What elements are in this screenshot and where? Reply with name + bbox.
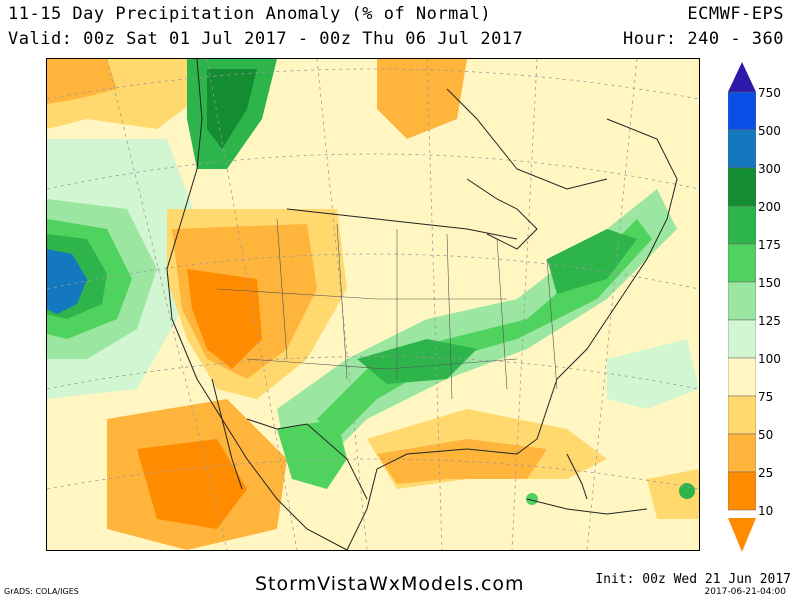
colorbar-label: 750 — [758, 86, 781, 100]
valid-period: Valid: 00z Sat 01 Jul 2017 - 00z Thu 06 … — [8, 29, 524, 49]
colorbar-label: 50 — [758, 428, 774, 442]
colorbar-bottom-arrow — [728, 518, 756, 552]
colorbar-label: 300 — [758, 162, 781, 176]
colorbar-cell — [728, 281, 756, 321]
precip-anomaly-map — [46, 58, 700, 551]
issue-stamp: 2017-06-21-04:00 — [704, 587, 787, 597]
map-title: 11-15 Day Precipitation Anomaly (% of No… — [8, 4, 492, 24]
colorbar-scale — [728, 62, 756, 552]
colorbar-label: 150 — [758, 276, 781, 290]
site-url: StormVistaWxModels.com — [255, 573, 525, 595]
mexico-dry-region — [137, 439, 247, 529]
colorbar-label: 75 — [758, 390, 774, 404]
colorbar-label: 500 — [758, 124, 781, 138]
forecast-hour-range: Hour: 240 - 360 — [622, 29, 784, 49]
central-us-wet-band — [317, 219, 652, 439]
colorbar-legend: 750 500 300 200 175 150 125 100 75 50 25… — [728, 62, 798, 572]
colorbar-cell — [728, 91, 756, 131]
caribbean-wet-spot — [526, 493, 538, 505]
colorbar-label: 175 — [758, 238, 781, 252]
init-time: Init: 00z Wed 21 Jun 2017 — [595, 572, 791, 587]
colorbar-label: 125 — [758, 314, 781, 328]
grads-credit: GrADS: COLA/IGES — [4, 587, 79, 596]
colorbar-cell — [728, 395, 756, 435]
colorbar-label: 100 — [758, 352, 781, 366]
map-canvas — [47, 59, 699, 550]
colorbar-label: 200 — [758, 200, 781, 214]
colorbar-label: 10 — [758, 504, 774, 518]
colorbar-cell — [728, 243, 756, 283]
colorbar-cell — [728, 357, 756, 397]
pacific-very-wet-core — [47, 249, 87, 314]
central-us-wet-core — [357, 339, 477, 384]
colorbar-top-arrow — [728, 62, 756, 92]
caribbean-dry-region — [647, 469, 699, 519]
northeast-wet-core — [547, 229, 637, 294]
gulf-dry-region — [377, 439, 547, 484]
colorbar-label: 25 — [758, 466, 774, 480]
colorbar-cell — [728, 319, 756, 359]
west-us-very-dry-core — [187, 269, 262, 369]
colorbar-cell — [728, 129, 756, 169]
model-name: ECMWF-EPS — [687, 4, 784, 24]
dry-region — [377, 59, 467, 139]
texas-wet-region — [277, 419, 347, 489]
colorbar-cell — [728, 433, 756, 473]
coastlines — [166, 59, 678, 550]
colorbar-cell — [728, 205, 756, 245]
colorbar-cell — [728, 471, 756, 511]
dry-region — [47, 59, 117, 104]
caribbean-wet-spot — [679, 483, 695, 499]
colorbar-cell — [728, 167, 756, 207]
state-borders — [216, 218, 558, 400]
atlantic-wet-region — [607, 339, 699, 409]
